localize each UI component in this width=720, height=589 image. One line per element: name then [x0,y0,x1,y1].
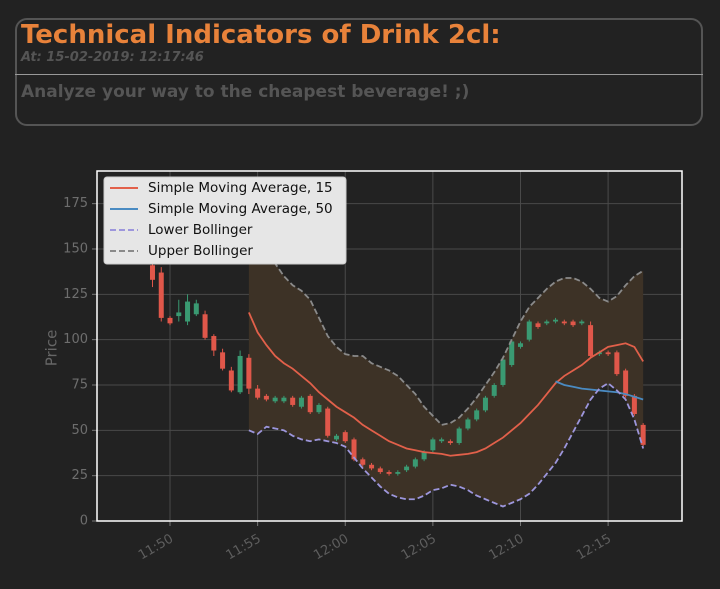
candle-body [640,424,646,445]
candle-body [342,432,348,442]
candle-body [447,441,453,444]
candle-body [316,404,322,413]
candle-body [482,397,488,411]
x-tick-label: 11:50 [136,531,176,563]
candle-body [544,321,550,324]
candle-body [176,312,182,317]
candle-body [631,395,637,415]
x-tick-label: 12:15 [574,531,614,563]
header-box: Technical Indicators of Drink 2cl: At: 1… [15,18,703,126]
candle-body [623,370,629,396]
legend-label: Upper Bollinger [148,243,253,259]
candle-body [386,472,392,474]
series-line [555,380,644,401]
candle-body [500,359,506,385]
legend-box [103,176,347,265]
candle-body [263,395,269,400]
candle-body [237,355,243,393]
candle-body [509,341,515,366]
y-tick-label: 125 [63,287,88,302]
candle-body [149,265,155,280]
y-tick-label: 100 [63,332,88,347]
candle-body [614,352,620,375]
candle-body [220,352,226,369]
page-title: Technical Indicators of Drink 2cl: [21,20,501,50]
candle-body [351,439,357,460]
candle-body [202,314,208,338]
candle-body [360,459,366,465]
candle-body [491,384,497,396]
candle-body [185,301,191,322]
plot-frame [96,170,683,522]
candle-body [290,397,296,405]
candle-body [561,321,567,324]
candle-body [333,435,339,440]
candle-body [158,272,164,318]
candle-body [421,452,427,460]
candle-body [307,395,313,413]
candle-body [588,325,594,356]
candle-body [377,468,383,473]
candle-body [605,352,611,355]
candle-body [281,397,287,402]
candle-body [325,408,331,436]
plot-area [149,194,646,508]
candle-body [167,317,173,324]
candle-body [553,319,559,322]
y-tick-label: 25 [71,468,88,483]
legend-label: Lower Bollinger [148,222,253,238]
candle-body [439,439,445,442]
legend: Simple Moving Average, 15 Simple Moving A… [103,176,347,265]
bollinger-band [248,194,644,507]
series-line [248,194,644,426]
candle-body [430,439,436,451]
x-tick-label: 11:55 [224,531,264,563]
candle-body [404,466,410,471]
y-tick-label: 150 [63,241,88,256]
timestamp: At: 15-02-2019: 12:17:46 [21,50,204,65]
candle-body [579,321,585,324]
y-axis-label: Price [43,330,61,367]
candle-body [211,336,217,351]
x-tick-label: 12:00 [311,531,351,563]
candle-body [272,397,278,402]
y-tick-label: 75 [71,377,88,392]
candle-body [255,388,261,398]
candle-body [298,397,304,407]
candle-body [526,321,532,340]
candle-body [193,303,199,315]
series-line [248,312,644,457]
x-tick-label: 12:10 [487,531,527,563]
candle-body [456,428,462,444]
legend-label: Simple Moving Average, 15 [148,180,333,196]
divider [15,74,703,75]
candle-body [369,464,375,469]
candle-body [517,343,523,347]
candle-body [412,459,418,467]
legend-label: Simple Moving Average, 50 [148,201,333,217]
y-tick-label: 175 [63,196,88,211]
candle-body [465,419,471,429]
y-tick-label: 0 [80,514,88,529]
tagline: Analyze your way to the cheapest beverag… [21,82,470,102]
candle-body [246,357,252,389]
y-tick-label: 50 [71,423,88,438]
candle-body [395,472,401,474]
candle-body [535,323,541,327]
candle-body [228,370,234,391]
x-tick-label: 12:05 [399,531,439,563]
candle-body [570,321,576,326]
series-line [248,382,645,508]
candle-body [474,410,480,420]
